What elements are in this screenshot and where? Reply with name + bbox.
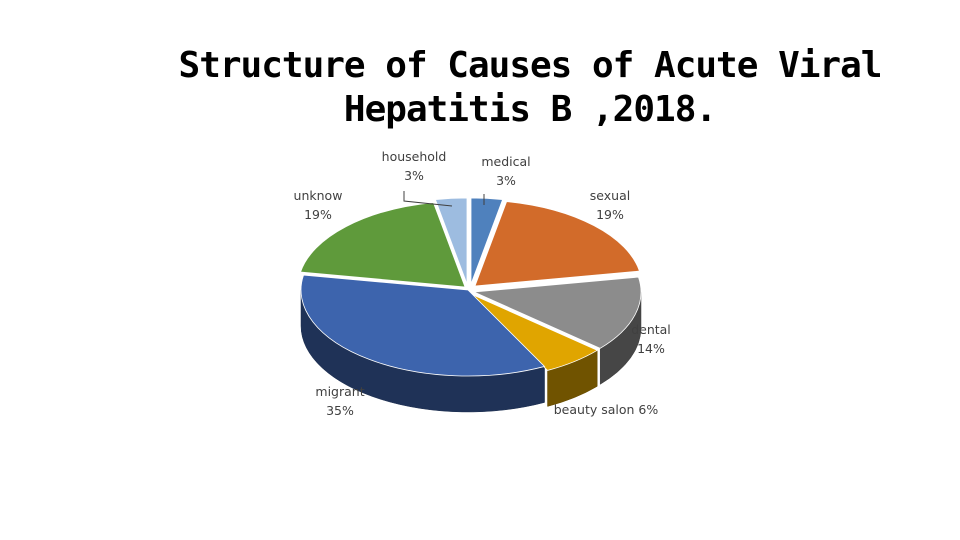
leader-line-household <box>403 191 453 207</box>
slice-beauty-salon <box>470 293 599 371</box>
slide-title: Structure of Causes of Acute Viral Hepat… <box>170 44 890 132</box>
slice-medical <box>470 197 504 285</box>
label-name-medical: medical <box>481 154 530 169</box>
label-value-medical: 3% <box>496 173 516 188</box>
label-value-dental: 14% <box>637 341 665 356</box>
leader-lines <box>403 191 485 207</box>
pie-sides <box>300 289 642 413</box>
label-value-household: 3% <box>404 168 424 183</box>
title-line-2: Hepatitis B ,2018. <box>343 89 717 130</box>
slice-labels: medical 3% sexual 19% dental 14% beauty salon … <box>294 149 671 418</box>
slice-dental <box>472 276 642 349</box>
label-name-household: household <box>382 149 447 164</box>
label-name-migrant: migrant <box>315 384 364 399</box>
pie-tops <box>299 197 642 377</box>
label-beauty-salon: beauty salon 6% <box>554 402 659 417</box>
slice-household <box>434 197 468 285</box>
title-line-1: Structure of Causes of Acute Viral <box>178 45 883 86</box>
label-name-dental: dental <box>631 322 671 337</box>
label-value-sexual: 19% <box>596 207 624 222</box>
slice-migrant <box>300 274 546 377</box>
slice-unknow <box>299 202 466 288</box>
label-value-unknow: 19% <box>304 207 332 222</box>
label-name-unknow: unknow <box>294 188 343 203</box>
label-value-migrant: 35% <box>326 403 354 418</box>
label-name-sexual: sexual <box>590 188 630 203</box>
slice-sexual <box>474 201 641 287</box>
